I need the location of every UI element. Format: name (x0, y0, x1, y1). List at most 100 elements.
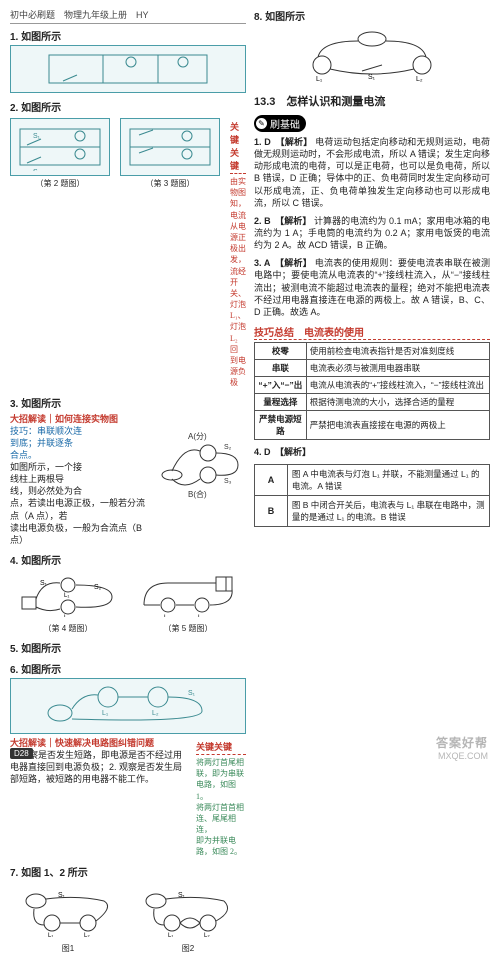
svg-text:L₁: L₁ (48, 933, 53, 937)
svg-text:S₂: S₂ (94, 584, 102, 591)
a1-text: 电荷运动包括定向移动和无规则运动，电荷做无规则运动时，不会形成电流，所以 A 错… (254, 137, 490, 208)
q3-caption: （第 3 题图） (120, 178, 220, 189)
table-row: 串联电流表必须与被测用电器串联 (255, 359, 490, 376)
svg-text:L₁: L₁ (102, 710, 109, 717)
svg-text:L₂: L₂ (64, 615, 70, 617)
q2-diagram-a: S₁ S (10, 118, 110, 176)
cell: A (255, 465, 288, 496)
summary-heading: 技巧总结 电流表的使用 (254, 324, 490, 340)
cell: “+”入“−”出 (255, 376, 307, 393)
circuit-real-icon: L₁ L₂ (138, 575, 238, 617)
circuit-icon (43, 51, 213, 87)
q4-diagram-a: S₁ L₁ L₂ S₂ (10, 571, 126, 621)
q3-title: 3. 如图所示 (10, 395, 246, 410)
table-row: B 图 B 中闭合开关后，电流表与 L₁ 串联在电路中，测量的是通过 L₁ 的电… (255, 496, 490, 527)
question-6: 6. 如图所示 L₁ L₂ S₁ 大招解读｜快速解决电路图纠错问题 1. (10, 661, 246, 858)
answer-1: 1. D 【解析】 电荷运动包括定向移动和无规则运动，电荷做无规则运动时，不会形… (254, 136, 490, 209)
q5-caption: （第 5 题图） (130, 623, 246, 634)
question-7: 7. 如图 1、2 所示 S₁ L₁ L₂ 图1 (10, 864, 246, 954)
q3-body: 如图所示，一个接 线柱上两根导 线，则必然处为合 点，若读出电源正极，一般若分流… (10, 461, 146, 546)
cell: 使用前检查电流表指针是否对准刻度线 (306, 342, 489, 359)
cell: 严禁把电流表直接接在电源的两极上 (306, 410, 489, 439)
page-number: D28 (10, 748, 33, 759)
cell: 电流从电流表的“+”接线柱流入，“−”接线柱流出 (306, 376, 489, 393)
circuit-real-icon: S₁ L₁ L₂ (138, 887, 238, 937)
cell: 图 B 中闭合开关后，电流表与 L₁ 串联在电路中，测量的是通过 L₁ 的电流。… (287, 496, 489, 527)
circuit-real-icon: S₁ L₁ L₂ (18, 887, 118, 937)
answer-3: 3. A 【解析】 电流表的使用规则：要使电流表串联在被测电路中；要使电流从电流… (254, 257, 490, 318)
a4-table: A 图 A 中电流表与灯泡 L₁ 并联，不能测量通过 L₁ 的电流。A 错误 B… (254, 464, 490, 527)
question-8: 8. 如图所示 L₁ L₂ S₁ (254, 8, 490, 87)
q6-heading: 大招解读｜快速解决电路图纠错问题 (10, 736, 190, 749)
svg-text:L₁: L₁ (64, 593, 69, 599)
table-row: 校零使用前检查电流表指针是否对准刻度线 (255, 342, 490, 359)
svg-text:S₃: S₃ (224, 478, 232, 485)
label-a: A(分) (188, 432, 207, 441)
q8-diagram: L₁ L₂ S₁ (254, 25, 490, 87)
circuit-icon: L₁ L₂ S₁ (38, 683, 218, 729)
pencil-icon: ✎ (256, 118, 267, 129)
q1-diagram (10, 45, 246, 93)
question-2: 2. 如图所示 S₁ S (10, 99, 246, 389)
cell: 图 A 中电流表与灯泡 L₁ 并联，不能测量通过 L₁ 的电流。A 错误 (287, 465, 489, 496)
q3-tip: 技巧：串联顺次连 到底；并联逐条 合点。 (10, 425, 146, 461)
svg-text:S₁: S₁ (33, 133, 41, 140)
circuit-real-icon: S₁ L₁ L₂ S₂ (18, 575, 118, 617)
cell: 量程选择 (255, 393, 307, 410)
q8-title: 8. 如图所示 (254, 8, 490, 23)
answer-2: 2. B 【解析】 计算器的电流约为 0.1 mA；家用电冰箱的电流约为 1 A… (254, 215, 490, 251)
brush-basic-badge: ✎ 刷基础 (254, 115, 306, 132)
section-title: 13.3 怎样认识和测量电流 (254, 93, 490, 109)
q5-diagram: L₁ L₂ (130, 571, 246, 621)
right-column: 8. 如图所示 L₁ L₂ S₁ 13.3 怎样认识和测量电流 ✎ 刷基础 1 (254, 8, 490, 960)
question-5: 5. 如图所示 (10, 640, 246, 655)
label-b: B(合) (188, 489, 207, 499)
svg-text:L₁: L₁ (164, 615, 169, 617)
a2-label: 2. B 【解析】 (254, 216, 311, 226)
q7-caption-2: 图2 (130, 943, 246, 954)
watermark: 答案好帮 (436, 734, 488, 751)
keypoint-label-2: 关键关键 (196, 740, 246, 755)
brush-label: 刷基础 (270, 116, 300, 131)
svg-text:L₁: L₁ (168, 933, 173, 937)
q6-title: 6. 如图所示 (10, 661, 246, 676)
q7-caption-1: 图1 (10, 943, 126, 954)
question-3: 3. 如图所示 大招解读｜如何连接实物图 技巧：串联顺次连 到底；并联逐条 合点… (10, 395, 246, 546)
q7-title: 7. 如图 1、2 所示 (10, 864, 246, 879)
circuit-real-icon: L₁ L₂ S₁ (282, 29, 462, 83)
q2-caption-a: （第 2 题图） (10, 178, 110, 189)
table-row: “+”入“−”出电流从电流表的“+”接线柱流入，“−”接线柱流出 (255, 376, 490, 393)
q1-title: 1. 如图所示 (10, 28, 246, 43)
svg-text:L₁: L₁ (316, 76, 323, 83)
table-row: A 图 A 中电流表与灯泡 L₁ 并联，不能测量通过 L₁ 的电流。A 错误 (255, 465, 490, 496)
summary-table: 校零使用前检查电流表指针是否对准刻度线 串联电流表必须与被测用电器串联 “+”入… (254, 342, 490, 440)
q3-heading: 大招解读｜如何连接实物图 (10, 412, 246, 425)
q7-diagram-2: S₁ L₁ L₂ (130, 883, 246, 941)
table-row: 量程选择根据待测电流的大小，选择合适的量程 (255, 393, 490, 410)
cell: B (255, 496, 288, 527)
a3-label: 3. A 【解析】 (254, 258, 312, 268)
circuit-icon: S₁ S (15, 123, 105, 171)
q2-title: 2. 如图所示 (10, 99, 246, 114)
q6-diagram: L₁ L₂ S₁ (10, 678, 246, 734)
cell: 电流表必须与被测用电器串联 (306, 359, 489, 376)
svg-text:L₂: L₂ (204, 933, 210, 937)
answer-4: 4. D 【解析】 (254, 446, 490, 458)
cell: 校零 (255, 342, 307, 359)
table-row: 严禁电源短路严禁把电流表直接接在电源的两极上 (255, 410, 490, 439)
keypoint-label: 关键关键 (230, 120, 246, 174)
svg-text:L₂: L₂ (84, 933, 90, 937)
svg-text:L₂: L₂ (416, 76, 423, 83)
q7-diagram-1: S₁ L₁ L₂ (10, 883, 126, 941)
svg-text:S₁: S₁ (188, 690, 196, 697)
svg-text:S₁: S₁ (40, 580, 48, 587)
a4-label: 4. D 【解析】 (254, 447, 311, 457)
side-note-green: 将两灯首尾相 联，即为串联 电路，如图1。 将两灯首首相 连、尾尾相连， 即为并… (196, 757, 246, 858)
q3-diagram (120, 118, 220, 176)
side-note-1: 由实物图知， 电流从电源正 极出发，流经 开关、灯泡 L₁、灯泡 L₂ 回 到电… (230, 176, 246, 389)
q4-title: 4. 如图所示 (10, 552, 246, 567)
q4-caption-a: （第 4 题图） (10, 623, 126, 634)
watermark-url: MXQE.COM (438, 751, 488, 761)
q5-title: 5. 如图所示 (10, 640, 246, 655)
svg-text:S₁: S₁ (368, 74, 376, 81)
